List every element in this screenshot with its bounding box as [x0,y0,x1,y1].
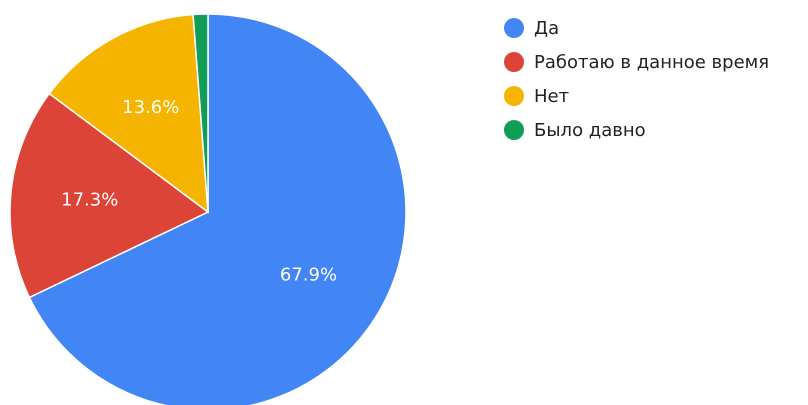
pie-slices [9,13,407,405]
legend-swatch-icon [504,52,524,72]
pie-slice[interactable] [192,13,209,213]
legend-label: Нет [534,85,570,107]
pie-slice[interactable] [28,13,407,405]
legend-label: Работаю в данное время [534,51,770,73]
legend-label: Было давно [534,119,646,141]
pie-slice-label: 17.3% [61,189,118,210]
pie-slice[interactable] [48,13,209,214]
pie-slice-label: 13.6% [122,97,179,118]
legend-item[interactable]: Нет [504,79,769,113]
legend-swatch-icon [504,86,524,106]
pie-slice[interactable] [9,92,210,299]
legend-label: Да [534,17,560,39]
legend-swatch-icon [504,120,524,140]
pie-slice-label: 67.9% [280,264,337,285]
chart-legend: Да Работаю в данное время Нет Было давно [504,11,769,147]
legend-item[interactable]: Было давно [504,113,769,147]
legend-item[interactable]: Работаю в данное время [504,45,769,79]
legend-item[interactable]: Да [504,11,769,45]
legend-swatch-icon [504,18,524,38]
pie-slice-labels: 67.9% 17.3% 13.6% [61,97,337,285]
